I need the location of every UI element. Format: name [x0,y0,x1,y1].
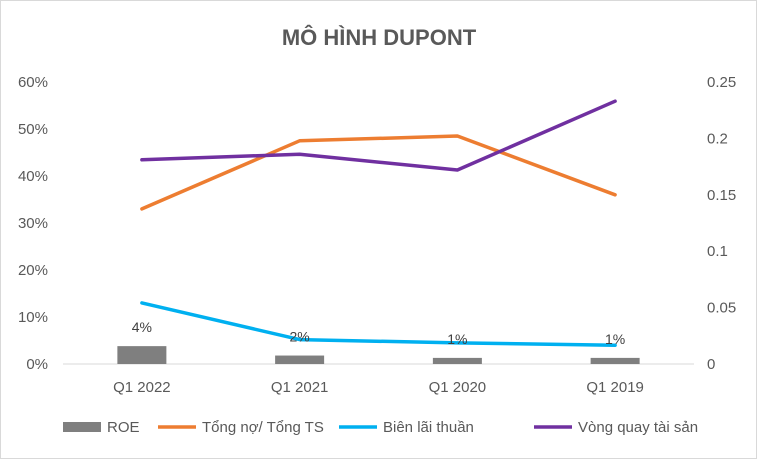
roe-bar [432,357,482,364]
roe-data-label: 4% [132,319,152,335]
right-tick-label: 0.15 [707,187,736,204]
right-tick-label: 0 [707,356,715,373]
x-tick-label: Q1 2022 [113,379,171,396]
left-tick-label: 0% [26,356,48,373]
roe-bar [117,346,167,364]
left-tick-label: 20% [18,262,48,279]
roe-data-label: 1% [447,331,467,347]
legend-entry: Tổng nợ/ Tổng TS [202,419,324,436]
data-labels: 4% 2% 1% 1% [132,319,625,347]
left-tick-label: 50% [18,121,48,138]
right-axis: 0 0.05 0.1 0.15 0.2 0.25 [707,74,736,373]
left-tick-label: 30% [18,215,48,232]
left-tick-label: 40% [18,168,48,185]
legend-swatch-roe [63,422,101,432]
left-axis: 0% 10% 20% 30% 40% 50% 60% [18,74,48,373]
roe-bar [590,357,640,364]
x-tick-label: Q1 2020 [429,379,487,396]
legend-entry: ROE [107,419,140,436]
right-tick-label: 0.25 [707,74,736,91]
left-tick-label: 10% [18,309,48,326]
legend-entry: Biên lãi thuần [383,419,474,436]
chart-title: MÔ HÌNH DUPONT [282,25,477,50]
right-tick-label: 0.05 [707,300,736,317]
series-line-1 [140,134,617,211]
right-tick-label: 0.2 [707,130,728,147]
series-line-2 [140,301,617,347]
roe-data-label: 1% [605,331,625,347]
left-tick-label: 60% [18,74,48,91]
legend-entry: Vòng quay tài sản [578,419,698,436]
x-axis: Q1 2022 Q1 2021 Q1 2020 Q1 2019 [113,379,644,396]
legend: ROE Tổng nợ/ Tổng TS Biên lãi thuần Vòng qu… [63,419,698,436]
series-lines [140,99,617,347]
roe-data-label: 2% [290,329,310,345]
series-line-3 [140,99,617,172]
x-tick-label: Q1 2019 [586,379,644,396]
right-tick-label: 0.1 [707,243,728,260]
x-tick-label: Q1 2021 [271,379,329,396]
roe-bars [117,346,640,364]
roe-bar [275,355,325,364]
